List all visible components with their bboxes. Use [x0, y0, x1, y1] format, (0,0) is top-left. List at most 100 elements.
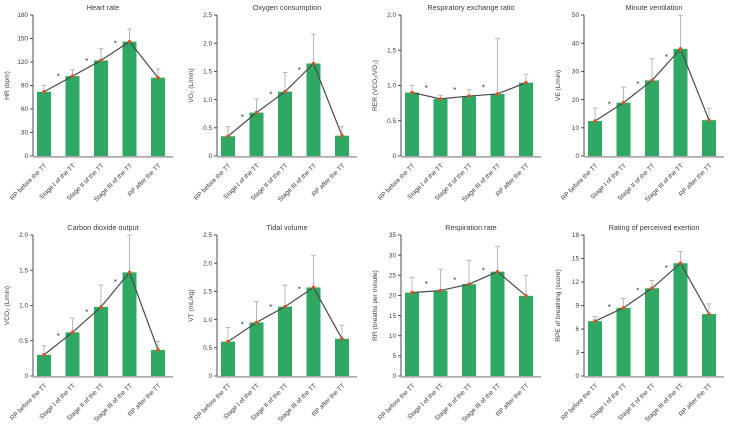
y-tick-label: 30: [21, 130, 29, 137]
data-point: [707, 118, 712, 122]
significance-asterisk: *: [608, 100, 611, 109]
data-point: [225, 134, 230, 139]
y-tick-label: 30: [388, 252, 396, 259]
y-tick-label: 1.5: [203, 69, 212, 76]
y-tick-label: 0.5: [203, 125, 212, 132]
data-point: [225, 339, 230, 344]
chart-cell-minute-ventilation: * * * 0 10 20 30 40 50 RP before the TT Stage I of…: [551, 0, 735, 220]
data-point: [70, 330, 75, 335]
significance-asterisk: *: [665, 53, 668, 62]
data-point: [42, 89, 46, 94]
bar-minute-ventilation-2: [645, 80, 660, 156]
bar-carbon-dioxide-output-4: [151, 349, 165, 376]
bar-tidal-volume-2: [277, 306, 292, 376]
data-point: [678, 47, 683, 51]
data-point: [593, 319, 598, 323]
bar-minute-ventilation-1: [616, 102, 631, 156]
data-point: [339, 133, 344, 138]
y-axis-label: VO₂ (L/min): [188, 68, 195, 102]
significance-asterisk: *: [636, 80, 639, 89]
y-tick-label: 2.5: [203, 12, 212, 19]
bar-oxygen-consumption-0: [220, 136, 235, 156]
y-tick-label: 1.0: [387, 83, 396, 90]
data-point: [650, 286, 655, 291]
bar-respiration-rate-2: [461, 284, 476, 376]
y-tick-label: 5: [392, 353, 396, 360]
chart-cell-heart-rate: * * * 0 30 60 90 120 150 180 RP before the TT Stage…: [0, 0, 184, 220]
significance-asterisk: *: [85, 308, 88, 317]
significance-asterisk: *: [453, 276, 456, 285]
data-point: [650, 78, 655, 83]
bar-carbon-dioxide-output-3: [122, 272, 137, 376]
data-point: [127, 270, 132, 275]
y-tick-label: 60: [21, 106, 29, 113]
bar-oxygen-consumption-4: [334, 135, 349, 156]
data-point: [282, 89, 287, 94]
significance-asterisk: *: [636, 287, 639, 296]
bar-oxygen-consumption-3: [306, 63, 321, 157]
chart-cell-oxygen-consumption: * * * 0 0.5 1.0 1.5 2.0 2.5 RP before the TT Stage…: [184, 0, 368, 220]
data-point: [438, 97, 442, 101]
y-tick-label: 150: [17, 36, 28, 43]
y-tick-label: 9: [576, 303, 580, 310]
y-tick-label: 0: [24, 153, 28, 160]
bar-respiration-rate-4: [518, 295, 533, 376]
bar-carbon-dioxide-output-2: [94, 306, 108, 376]
y-tick-label: 15: [388, 313, 396, 320]
bar-tidal-volume-0: [220, 341, 235, 376]
y-tick-label: 10: [572, 125, 580, 132]
data-point: [311, 285, 316, 290]
data-point: [466, 282, 471, 286]
data-point: [523, 294, 528, 298]
y-tick-label: 0.5: [203, 345, 212, 352]
y-tick-label: 2.0: [387, 12, 396, 19]
y-tick-label: 0: [208, 153, 212, 160]
bar-oxygen-consumption-2: [277, 91, 292, 156]
significance-asterisk: *: [665, 264, 668, 273]
chart-title: Minute ventilation: [626, 3, 683, 12]
y-tick-label: 0.5: [387, 118, 396, 125]
bar-heart-rate-4: [151, 77, 165, 156]
bar-respiratory-exchange-ratio-1: [433, 98, 447, 156]
y-tick-label: 10: [388, 333, 396, 340]
y-tick-label: 35: [388, 232, 396, 239]
bar-respiratory-exchange-ratio-2: [461, 96, 476, 156]
bar-heart-rate-3: [122, 41, 137, 157]
significance-asterisk: *: [240, 113, 243, 122]
data-point: [339, 336, 344, 341]
y-tick-label: 20: [388, 293, 396, 300]
significance-asterisk: *: [453, 86, 456, 95]
bar-respiratory-exchange-ratio-3: [490, 93, 504, 156]
data-point: [282, 304, 287, 309]
data-point: [621, 100, 626, 105]
chart-title: Tidal volume: [266, 223, 307, 232]
y-tick-label: 1.5: [203, 289, 212, 296]
chart-svg-oxygen-consumption: ***00.51.01.52.02.5RP before the TTStage…: [188, 3, 357, 204]
data-point: [466, 94, 471, 98]
bar-rating-of-perceived-exertion-0: [588, 321, 603, 376]
data-point: [495, 92, 499, 96]
bar-heart-rate-2: [94, 60, 108, 156]
data-point: [678, 261, 683, 265]
y-tick-label: 15: [572, 256, 580, 263]
chart-cell-tidal-volume: * * * 0 0.5 1.0 1.5 2.0 2.5 RP before the TT Stage…: [184, 220, 368, 440]
bar-tidal-volume-4: [334, 338, 349, 376]
data-point: [311, 61, 316, 66]
y-tick-label: 1.5: [19, 267, 28, 274]
significance-asterisk: *: [297, 286, 300, 295]
data-point: [42, 353, 46, 357]
bar-heart-rate-0: [37, 91, 51, 156]
bar-tidal-volume-1: [249, 322, 264, 376]
data-point: [523, 80, 528, 85]
chart-cell-respiratory-exchange-ratio: * * * 0 0.5 1.0 1.5 2.0 RP before the TT Stage I …: [368, 0, 552, 220]
bar-respiration-rate-1: [433, 290, 447, 376]
y-tick-label: 120: [17, 59, 28, 66]
y-tick-label: 50: [572, 12, 580, 19]
data-point: [127, 39, 132, 44]
y-tick-label: 1.0: [203, 97, 212, 104]
y-tick-label: 2.0: [203, 260, 212, 267]
data-point: [409, 290, 414, 295]
